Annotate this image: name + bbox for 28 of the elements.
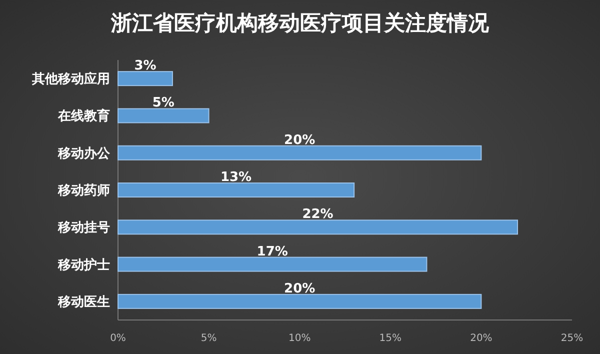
bar	[118, 256, 428, 272]
y-tick-label: 移动挂号	[57, 220, 110, 236]
y-tick-label: 其他移动应用	[31, 71, 110, 88]
data-label: 13%	[220, 170, 252, 185]
y-tick-label: 移动药师	[57, 182, 110, 198]
y-tick-label: 移动护士	[57, 256, 110, 273]
data-label: 20%	[284, 132, 316, 148]
x-tick-label: 5%	[200, 333, 217, 344]
bar	[118, 145, 482, 160]
data-label: 22%	[302, 207, 334, 222]
bar	[118, 108, 210, 124]
y-tick-label: 在线教育	[57, 108, 110, 124]
x-tick-label: 10%	[288, 333, 311, 344]
data-label: 3%	[134, 58, 156, 74]
data-label: 20%	[284, 281, 316, 296]
bar	[118, 71, 173, 86]
bar	[118, 220, 518, 235]
x-tick-label: 20%	[470, 333, 492, 344]
x-tick-label: 25%	[560, 333, 584, 344]
title: 浙江省医疗机构移动医疗项目关注度情况	[111, 11, 489, 35]
bar	[118, 294, 482, 309]
y-tick-label: 移动办公	[57, 146, 111, 162]
x-tick-label: 0%	[110, 333, 126, 344]
data-label: 5%	[152, 96, 174, 111]
y-tick-label: 移动医生	[57, 294, 110, 310]
x-tick-label: 15%	[379, 333, 402, 344]
bar	[118, 182, 355, 198]
data-label: 17%	[256, 244, 288, 260]
